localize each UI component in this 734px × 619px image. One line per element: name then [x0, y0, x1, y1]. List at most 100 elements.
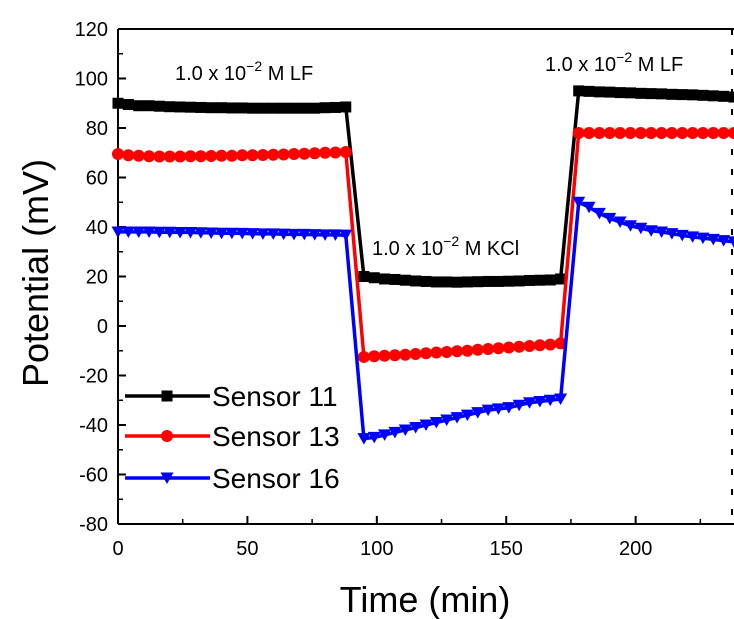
- data-point: [471, 407, 485, 419]
- data-point: [329, 146, 342, 159]
- data-point: [319, 146, 332, 159]
- data-point: [246, 228, 260, 240]
- data-point: [572, 126, 585, 139]
- data-point: [153, 100, 165, 112]
- data-point: [583, 85, 595, 97]
- data-point: [235, 227, 249, 240]
- legend-item: Sensor 13: [125, 421, 340, 452]
- data-point: [297, 228, 311, 241]
- y-tick-label: 100: [75, 69, 108, 91]
- data-point: [634, 222, 648, 235]
- data-point: [247, 102, 259, 114]
- data-point: [696, 126, 709, 139]
- legend: Sensor 11 Sensor 13 Sensor 16: [125, 381, 340, 494]
- y-tick-label: 20: [86, 267, 108, 289]
- data-point: [440, 345, 453, 358]
- data-point: [409, 347, 422, 360]
- data-point: [378, 349, 391, 362]
- data-point: [533, 395, 547, 408]
- data-point: [482, 343, 495, 356]
- data-point: [430, 346, 443, 359]
- y-tick-label: 80: [86, 118, 108, 140]
- data-point: [572, 196, 586, 209]
- data-point: [592, 207, 606, 220]
- legend-item: Sensor 11: [125, 381, 338, 412]
- data-point: [368, 272, 380, 284]
- data-point: [112, 97, 124, 109]
- x-axis-title: Time (min): [340, 579, 511, 619]
- data-point: [215, 227, 229, 240]
- data-point: [257, 102, 269, 114]
- data-point: [174, 150, 187, 163]
- data-point: [451, 345, 464, 358]
- data-point: [419, 419, 433, 431]
- data-point: [318, 229, 332, 241]
- data-point: [173, 226, 187, 239]
- data-point: [440, 414, 454, 427]
- data-point: [267, 148, 280, 161]
- data-point: [492, 342, 505, 355]
- y-tick-label: -80: [79, 514, 108, 536]
- data-point: [533, 339, 546, 352]
- data-point: [429, 417, 443, 429]
- data-point: [655, 126, 668, 139]
- data-point: [707, 90, 719, 102]
- data-point: [236, 149, 249, 162]
- data-point: [593, 126, 606, 139]
- data-point: [399, 348, 412, 361]
- data-point: [205, 102, 217, 114]
- data-point: [112, 147, 124, 160]
- data-point: [205, 149, 218, 162]
- data-point: [727, 236, 734, 248]
- y-tick-label: -60: [79, 465, 108, 487]
- data-point: [523, 340, 536, 353]
- data-point: [555, 273, 567, 285]
- data-point: [142, 226, 156, 238]
- data-point: [174, 101, 186, 113]
- data-point: [573, 85, 585, 97]
- data-point: [388, 349, 401, 362]
- legend-label: Sensor 13: [212, 421, 340, 452]
- x-tick-label: 150: [490, 538, 523, 560]
- data-point: [554, 393, 568, 406]
- data-point: [309, 102, 321, 114]
- data-point: [491, 403, 505, 415]
- data-point: [665, 228, 679, 240]
- data-point: [645, 126, 658, 139]
- data-point: [687, 89, 699, 101]
- data-point: [132, 226, 146, 238]
- data-point: [697, 89, 709, 101]
- data-point: [226, 102, 238, 114]
- data-point: [357, 433, 371, 445]
- data-point: [543, 394, 557, 407]
- data-point: [410, 275, 422, 287]
- data-point: [604, 86, 616, 98]
- data-point: [340, 101, 352, 113]
- data-point: [450, 412, 464, 424]
- data-point: [512, 399, 526, 412]
- data-point: [194, 150, 207, 163]
- axes: -80 -60 -40 -20 0 20 40 60 80 100 120 0 50 100 150 200: [75, 19, 734, 560]
- data-point: [195, 101, 207, 113]
- data-point: [143, 150, 156, 163]
- data-point: [544, 338, 557, 351]
- data-point: [367, 431, 381, 444]
- y-tick-label: 0: [97, 316, 108, 338]
- data-point: [460, 409, 474, 422]
- data-point: [246, 149, 259, 162]
- data-point: [183, 226, 197, 239]
- x-tick-label: 200: [619, 538, 652, 560]
- data-point: [288, 147, 300, 160]
- data-point: [388, 426, 402, 439]
- data-point: [502, 402, 516, 414]
- data-point: [603, 212, 617, 225]
- data-point: [614, 87, 626, 99]
- data-point: [266, 228, 280, 240]
- data-point: [656, 88, 668, 100]
- data-point: [379, 273, 391, 285]
- y-tick-label: 40: [86, 217, 108, 239]
- data-point: [420, 347, 432, 360]
- data-point: [644, 225, 658, 237]
- x-tick-label: 50: [236, 538, 258, 560]
- data-point: [298, 147, 311, 160]
